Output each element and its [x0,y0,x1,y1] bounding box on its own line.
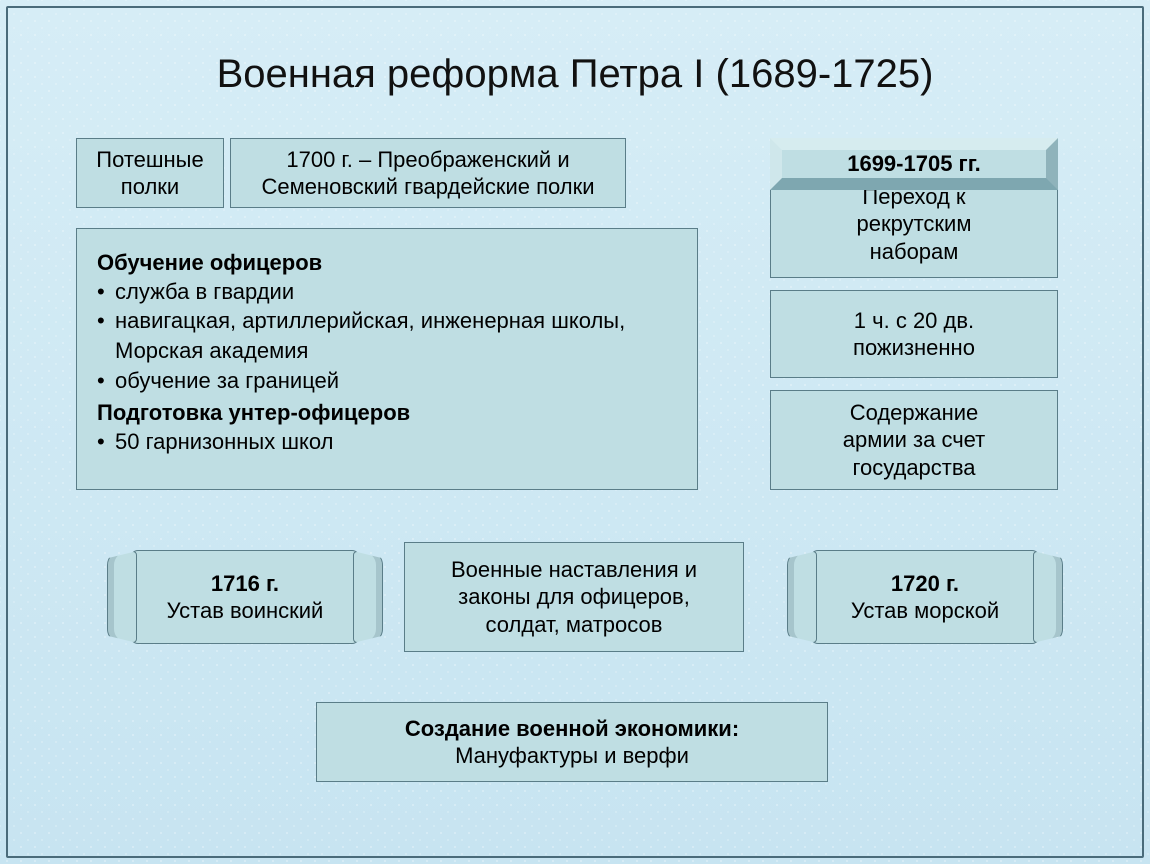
text-guards: 1700 г. – Преображенский и Семеновский г… [261,146,594,201]
box-rate: 1 ч. с 20 дв. пожизненно [770,290,1058,378]
slide-title: Военная реформа Петра I (1689-1725) [0,52,1150,97]
slide-stage: Военная реформа Петра I (1689-1725) Поте… [0,0,1150,864]
training-head1: Обучение офицеров [97,249,322,277]
training-head2: Подготовка унтер-офицеров [97,399,410,427]
training-bullets-2: 50 гарнизонных школ [97,427,333,457]
box-poteshnye: Потешные полки [76,138,224,208]
economy-sub: Мануфактуры и верфи [455,742,689,770]
training-b2: навигацкая, артиллерийская, инженерная ш… [97,306,677,365]
box-guards: 1700 г. – Преображенский и Семеновский г… [230,138,626,208]
training-bullets-1: служба в гвардии навигацкая, артиллерийс… [97,277,677,396]
scroll-ustav-voinsky: 1716 г. Устав воинский [130,550,360,644]
scroll-ustav-morskoy: 1720 г. Устав морской [810,550,1040,644]
bevel-year: 1699-1705 гг. [770,138,1058,190]
training-b1: служба в гвардии [97,277,677,307]
text-poteshnye: Потешные полки [96,146,203,201]
box-training: Обучение офицеров служба в гвардии навиг… [76,228,698,490]
training-b3: обучение за границей [97,366,677,396]
ustav-morskoy-year: 1720 г. [891,570,959,598]
text-rate: 1 ч. с 20 дв. пожизненно [853,307,975,362]
training-b4: 50 гарнизонных школ [97,427,333,457]
economy-head: Создание военной экономики: [405,715,739,743]
text-bevel-year: 1699-1705 гг. [847,151,981,177]
ustav-voinsky-text: Устав воинский [167,597,324,625]
box-economy: Создание военной экономики: Мануфактуры … [316,702,828,782]
box-center-laws: Военные наставления и законы для офицеро… [404,542,744,652]
box-funding: Содержание армии за счет государства [770,390,1058,490]
text-funding: Содержание армии за счет государства [843,399,986,482]
text-transition: Переход к рекрутским наборам [857,183,972,266]
ustav-voinsky-year: 1716 г. [211,570,279,598]
ustav-morskoy-text: Устав морской [851,597,999,625]
center-laws-text: Военные наставления и законы для офицеро… [451,556,697,639]
